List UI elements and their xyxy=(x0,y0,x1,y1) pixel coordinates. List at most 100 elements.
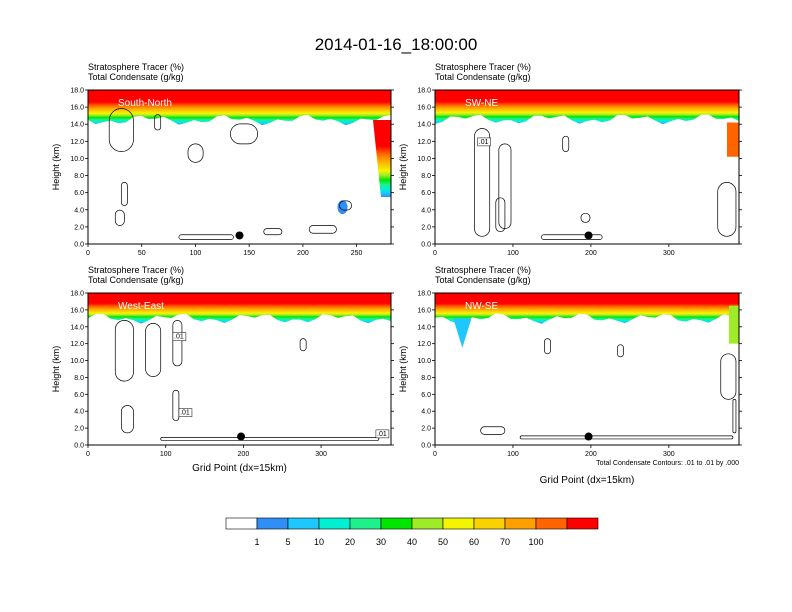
x-tick-label: 100 xyxy=(160,451,172,458)
y-axis-label: Height (km) xyxy=(398,144,408,191)
x-tick-label: 50 xyxy=(138,250,146,257)
contour-label-box xyxy=(172,332,187,341)
colorbar-level-label: 50 xyxy=(438,537,448,547)
y-tick-label: 18.0 xyxy=(417,291,431,298)
field-label-condensate: Total Condensate (g/kg) xyxy=(88,72,184,82)
panels: Stratosphere Tracer (%)Total Condensate … xyxy=(51,62,742,486)
condensate-contour xyxy=(263,228,283,236)
condensate-contour xyxy=(541,234,603,240)
condensate-contour xyxy=(519,435,734,440)
y-tick-label: 0.0 xyxy=(74,443,84,450)
y-tick-label: 8.0 xyxy=(74,173,84,180)
condensate-contour xyxy=(187,143,204,163)
stratosphere-tracer-field xyxy=(88,293,391,324)
tracer-intrusion xyxy=(727,122,739,157)
x-tick-label: 100 xyxy=(507,250,519,257)
colorbar-level-label: 30 xyxy=(376,537,386,547)
y-tick-label: 0.0 xyxy=(421,242,431,249)
panel-label: South-North xyxy=(118,98,172,109)
main-title: 2014-01-16_18:00:00 xyxy=(315,35,478,54)
contour-label: .01 xyxy=(377,431,387,438)
y-axis-label: Height (km) xyxy=(398,346,408,393)
y-tick-label: 10.0 xyxy=(417,358,431,365)
colorbar-swatch xyxy=(535,517,568,530)
y-tick-label: 14.0 xyxy=(70,122,84,129)
condensate-contour xyxy=(562,135,570,152)
field-label-tracer: Stratosphere Tracer (%) xyxy=(88,62,184,72)
x-tick-label: 250 xyxy=(351,250,363,257)
colorbar-level-label: 5 xyxy=(285,537,290,547)
colorbar-level-label: 100 xyxy=(528,537,543,547)
condensate-contour xyxy=(580,212,591,223)
condensate-contour xyxy=(474,128,491,237)
field-label-condensate: Total Condensate (g/kg) xyxy=(435,275,531,285)
x-tick-label: 200 xyxy=(238,451,250,458)
y-tick-label: 4.0 xyxy=(421,207,431,214)
contour-label: .01 xyxy=(479,139,489,146)
colorbar-level-label: 70 xyxy=(500,537,510,547)
condensate-contour xyxy=(717,182,737,237)
y-tick-label: 10.0 xyxy=(70,358,84,365)
location-marker xyxy=(235,231,244,240)
condensate-contour xyxy=(544,338,551,355)
tracer-intrusion xyxy=(453,318,472,348)
y-tick-label: 2.0 xyxy=(74,224,84,231)
y-tick-label: 18.0 xyxy=(70,291,84,298)
contour-label-box xyxy=(178,408,193,417)
condensate-contour xyxy=(114,320,134,382)
colorbar-swatch xyxy=(411,517,444,530)
x-tick-label: 300 xyxy=(663,451,675,458)
condensate-contour xyxy=(495,197,506,233)
y-tick-label: 10.0 xyxy=(70,156,84,163)
y-tick-label: 6.0 xyxy=(421,190,431,197)
condensate-contour xyxy=(720,353,737,400)
colorbar-swatch xyxy=(349,517,382,530)
x-tick-label: 0 xyxy=(86,250,90,257)
field-label-tracer: Stratosphere Tracer (%) xyxy=(435,62,531,72)
field-label-tracer: Stratosphere Tracer (%) xyxy=(435,265,531,275)
colorbar-level-label: 60 xyxy=(469,537,479,547)
condensate-contour xyxy=(230,123,259,145)
condensate-contour xyxy=(108,108,134,152)
x-axis-label: Grid Point (dx=15km) xyxy=(540,475,635,486)
y-tick-label: 14.0 xyxy=(70,324,84,331)
x-tick-label: 0 xyxy=(433,451,437,458)
condensate-contour xyxy=(172,320,183,367)
plot-frame xyxy=(87,89,392,245)
x-tick-label: 100 xyxy=(507,451,519,458)
y-tick-label: 14.0 xyxy=(417,122,431,129)
x-tick-label: 200 xyxy=(585,250,597,257)
x-tick-label: 150 xyxy=(243,250,255,257)
tracer-intrusion xyxy=(729,305,739,344)
y-tick-label: 16.0 xyxy=(417,307,431,314)
y-axis-label: Height (km) xyxy=(51,144,61,191)
y-tick-label: 12.0 xyxy=(70,341,84,348)
field-label-tracer: Stratosphere Tracer (%) xyxy=(88,265,184,275)
colorbar-level-label: 1 xyxy=(254,537,259,547)
stratosphere-tracer-field xyxy=(435,293,739,324)
field-label-condensate: Total Condensate (g/kg) xyxy=(435,72,531,82)
condensate-contour xyxy=(154,114,162,131)
x-tick-label: 100 xyxy=(190,250,202,257)
y-tick-label: 8.0 xyxy=(421,173,431,180)
colorbar-swatch xyxy=(442,517,475,530)
y-tick-label: 4.0 xyxy=(421,409,431,416)
panel-label: NW-SE xyxy=(465,301,498,312)
panel-sw-ne: Stratosphere Tracer (%)Total Condensate … xyxy=(398,62,742,257)
x-tick-label: 200 xyxy=(585,451,597,458)
condensate-contour xyxy=(114,209,125,226)
x-tick-label: 200 xyxy=(297,250,309,257)
contour-label: .01 xyxy=(174,334,184,341)
y-tick-label: 16.0 xyxy=(417,105,431,112)
condensate-contour xyxy=(308,225,337,234)
colorbar: 1 5 10 20 30 40 50 60 70 100 xyxy=(225,517,599,547)
colorbar-swatch xyxy=(380,517,413,530)
condensate-contour xyxy=(178,234,234,240)
y-tick-label: 0.0 xyxy=(74,242,84,249)
condensate-contour xyxy=(145,323,162,377)
plot-frame xyxy=(434,292,740,446)
y-tick-label: 14.0 xyxy=(417,324,431,331)
colorbar-swatch xyxy=(287,517,320,530)
y-tick-label: 8.0 xyxy=(421,375,431,382)
